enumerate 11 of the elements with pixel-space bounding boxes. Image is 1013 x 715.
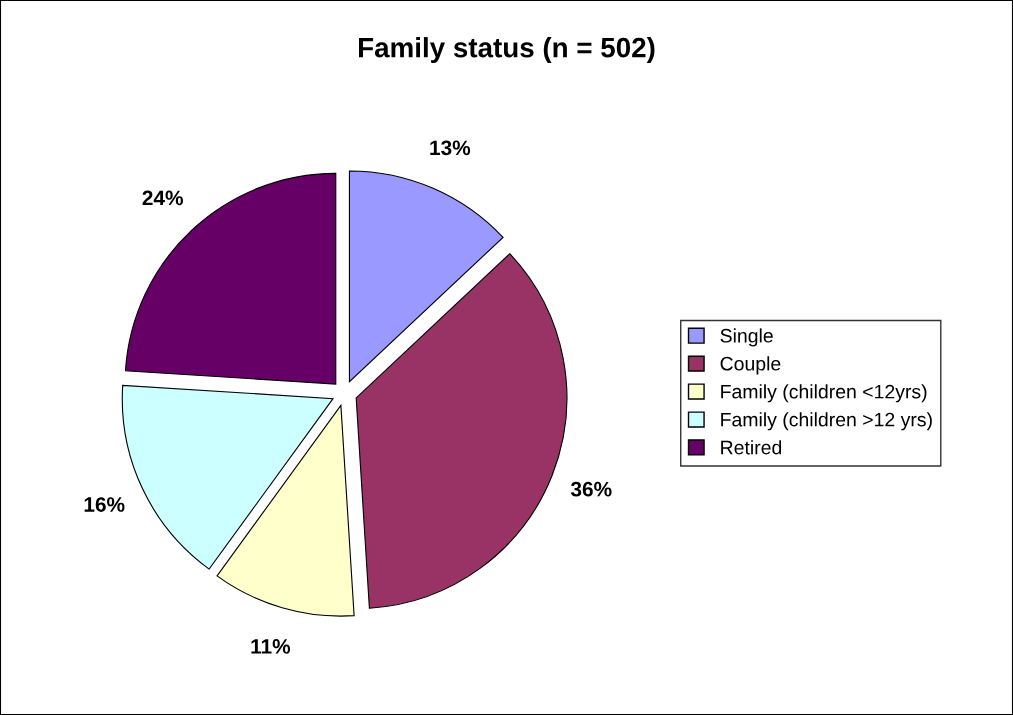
data-label: 24% <box>142 190 183 206</box>
chart-title: Family status (n = 502) <box>359 37 655 63</box>
legend-label: Retired <box>721 440 782 455</box>
legend-label: Family (children >12 yrs) <box>721 412 932 431</box>
data-label: 11% <box>251 639 291 654</box>
legend-label: Couple <box>720 356 781 375</box>
data-label: 36% <box>570 481 612 497</box>
legend-label: Single <box>720 328 773 347</box>
data-label: 13% <box>430 140 471 156</box>
legend-label: Family (children <12yrs) <box>721 384 927 403</box>
data-label: 16% <box>84 497 125 512</box>
